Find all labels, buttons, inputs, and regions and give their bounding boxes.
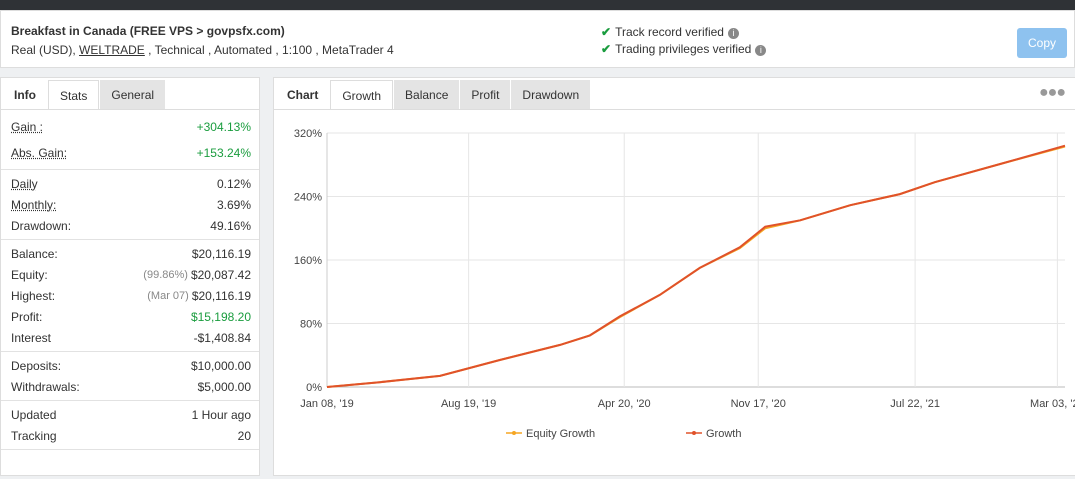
stats-group: Updated 1 Hour ago Tracking 20 [1,401,259,450]
stats-panel: Info Stats General Gain : +304.13% Abs. Gain… [0,77,260,476]
stat-label: Balance: [11,246,58,261]
stats-row: Withdrawals: $5,000.00 [1,376,259,397]
stat-value: +304.13% [196,120,251,134]
copy-button[interactable]: Copy [1017,28,1067,58]
broker-link[interactable]: WELTRADE [79,43,145,57]
stats-group: Gain : +304.13% Abs. Gain: +153.24% [1,110,259,170]
stat-value: $15,198.20 [190,309,251,324]
tab[interactable]: Drawdown [511,80,591,109]
system-title: Breakfast in Canada (FREE VPS > govpsfx.… [11,24,285,38]
stat-label: Highest: [11,288,56,303]
stat-value: 1 Hour ago [191,407,251,422]
stats-group: Balance: $20,116.19 Equity: (99.86%) $20,087… [1,240,259,352]
chart-panel: Chart Growth Balance Profit Drawdown ●●● [273,77,1075,476]
stat-value: $5,000.00 [197,379,251,394]
stats-row: Tracking 20 [1,425,259,446]
stats-row: Drawdown: 49.16% [1,215,259,236]
stats-row: Gain : +304.13% [1,114,259,140]
verification: ✔ Track record verified i [601,25,739,39]
tab[interactable]: Chart [276,80,330,109]
stat-label: Tracking [11,428,57,443]
verification-text: Track record verified [615,25,724,39]
stat-value: 20 [237,428,251,443]
stat-label: Interest [11,330,52,345]
system-details: Real (USD), WELTRADE , Technical , Autom… [11,43,394,57]
verification-text: Trading privileges verified [615,42,752,56]
stat-label: Monthly: [11,197,57,212]
stat-value: 49.16% [210,218,251,233]
tab[interactable]: Info [3,80,47,109]
top-bar [0,0,1075,10]
stats-row: Monthly: 3.69% [1,194,259,215]
stats-group: Daily 0.12% Monthly: 3.69% Drawdown: 49.16% [1,170,259,240]
stat-value: -$1,408.84 [193,330,251,345]
stat-label: Drawdown: [11,218,72,233]
stats-row: Interest -$1,408.84 [1,327,259,348]
stat-label: Daily [11,176,38,191]
stats-row: Balance: $20,116.19 [1,243,259,264]
stat-label: Profit: [11,309,43,324]
stat-value: $10,000.00 [190,358,251,373]
tab[interactable]: Balance [394,80,460,109]
tab[interactable]: General [100,80,166,109]
stat-value: $20,116.19 [191,246,251,261]
stat-label: Withdrawals: [11,379,80,394]
tab[interactable]: Profit [460,80,511,109]
stats-row: Profit: $15,198.20 [1,306,259,327]
stat-value: 0.12% [216,176,251,191]
stat-value: $20,116.19 [191,288,251,303]
stats-row: Daily 0.12% [1,173,259,194]
stats-group: Deposits: $10,000.00 Withdrawals: $5,000.00 [1,352,259,401]
stats-row: Updated 1 Hour ago [1,404,259,425]
stat-label: Deposits: [11,358,62,373]
stats-row: Highest: (Mar 07) $20,116.19 [1,285,259,306]
verification: ✔ Trading privileges verified i [601,42,767,56]
stats-row: Abs. Gain: +153.24% [1,140,259,166]
stats-list: Gain : +304.13% Abs. Gain: +153.24% Daily 0.1… [1,110,259,450]
stat-note: (99.86%) [143,268,188,281]
stat-label: Gain : [11,120,44,134]
menu-button[interactable]: ●●● [1039,84,1066,101]
stat-note: (Mar 07) [147,289,189,302]
stat-label: Abs. Gain: [11,146,68,160]
stats-row: Deposits: $10,000.00 [1,355,259,376]
chart-tabs: Chart Growth Balance Profit Drawdown [274,78,1075,110]
details-suffix: , Technical , Automated , 1:100 , MetaTr… [148,43,394,57]
stat-label: Equity: [11,267,48,282]
tab[interactable]: Growth [330,80,394,109]
stats-row: Equity: (99.86%) $20,087.42 [1,264,259,285]
header: Breakfast in Canada (FREE VPS > govpsfx.… [0,10,1075,68]
details-prefix: Real (USD), [11,43,76,57]
stat-label: Updated [11,407,57,422]
stat-value: +153.24% [196,146,251,160]
stat-value: $20,087.42 [190,267,251,282]
tab[interactable]: Stats [48,80,100,109]
stat-value: 3.69% [216,197,251,212]
stats-tabs: Info Stats General [1,78,259,110]
